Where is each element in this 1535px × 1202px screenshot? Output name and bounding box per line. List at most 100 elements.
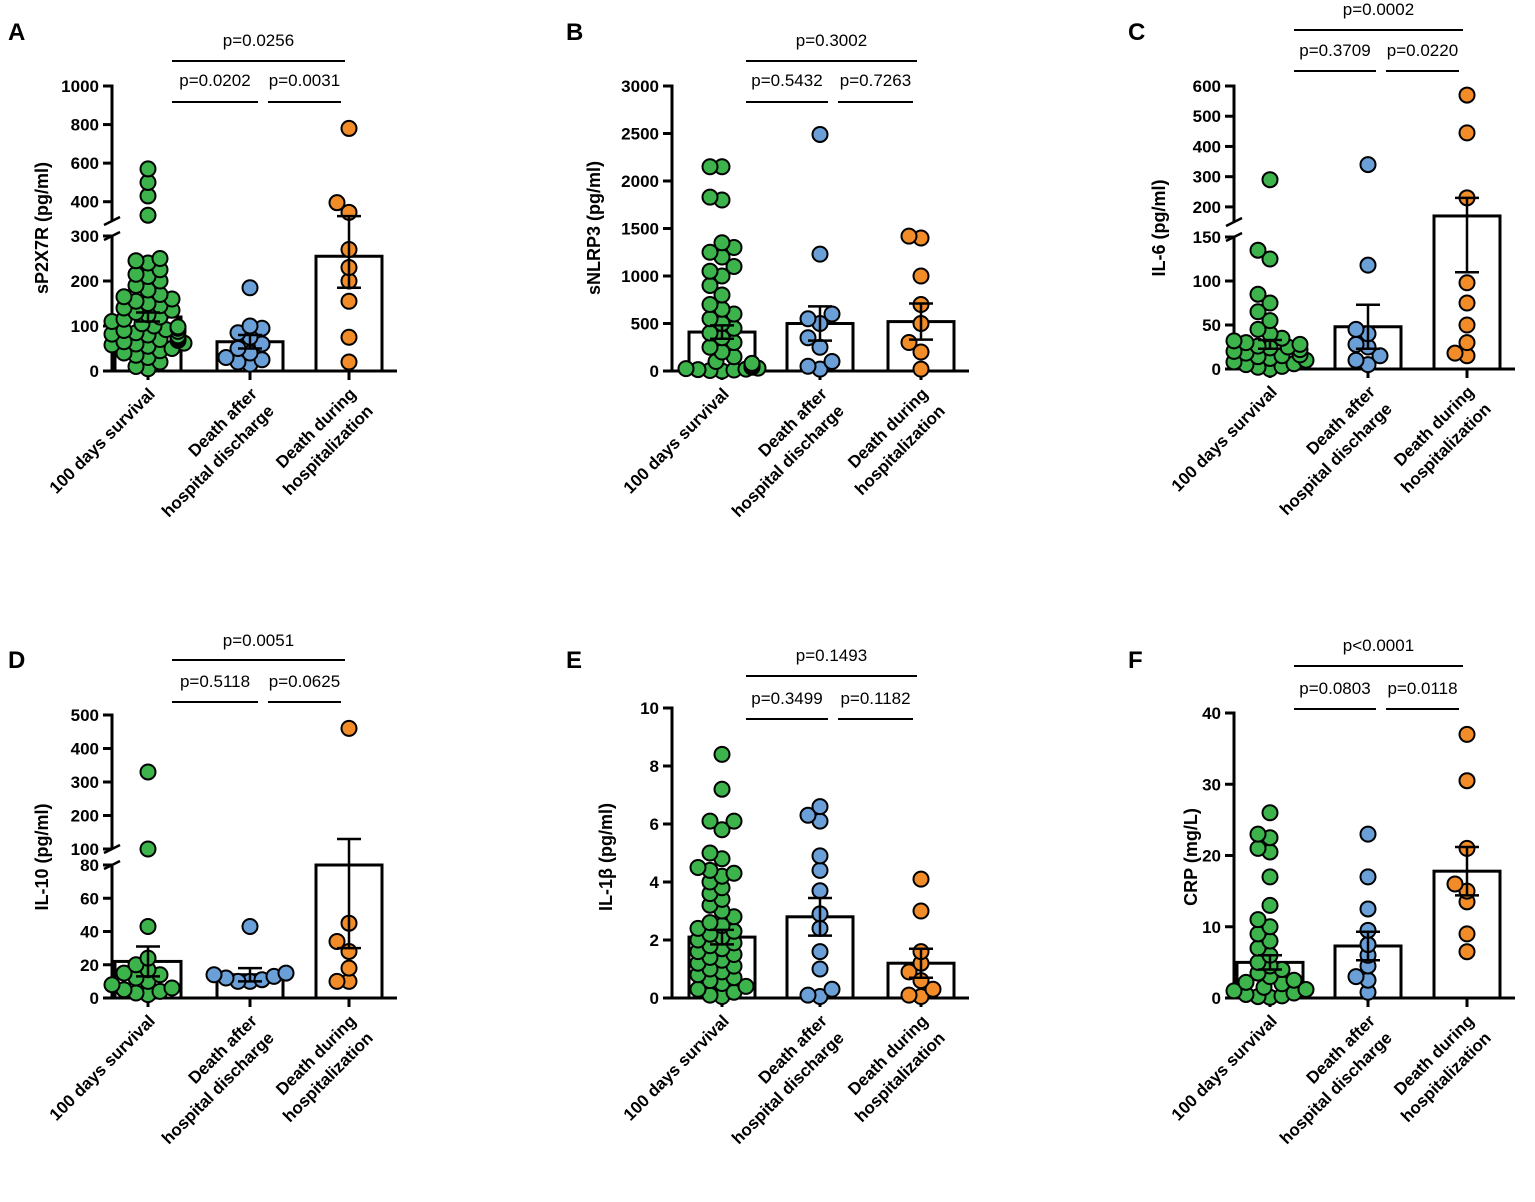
data-point <box>799 986 817 1004</box>
data-point <box>1261 312 1279 330</box>
data-point <box>340 328 358 346</box>
category-label: 100 days survival <box>1168 1011 1281 1124</box>
y-tick-label: 500 <box>631 315 659 334</box>
category-label: 100 days survival <box>620 1011 733 1124</box>
panel-c: C IL-6 (pg/ml) 0 50 100 150 200 300 400 500 600 100… <box>1128 0 1515 519</box>
data-point <box>811 861 829 879</box>
data-point <box>115 964 133 982</box>
y-tick-label: 600 <box>71 154 99 173</box>
p-value-label: p=0.1182 <box>840 689 910 708</box>
data-point <box>340 959 358 977</box>
data-point <box>1458 124 1476 142</box>
data-point <box>689 859 707 876</box>
data-point <box>743 354 761 372</box>
data-point <box>1261 804 1279 822</box>
data-point <box>241 918 259 936</box>
y-tick-label: 3000 <box>621 77 659 96</box>
y-tick-label: 1000 <box>61 77 99 96</box>
p-value-label: p=0.3499 <box>751 689 822 708</box>
category-label: Death duringhospitalization <box>262 384 377 499</box>
category-label-line: 100 days survival <box>1168 1011 1281 1124</box>
category-label: Death afterhospital discharge <box>141 1011 278 1148</box>
data-point <box>1347 320 1365 338</box>
data-point <box>713 234 731 252</box>
data-point <box>811 245 829 263</box>
category-label: Death afterhospital discharge <box>1259 382 1396 519</box>
data-point <box>139 160 157 178</box>
y-tick-label: 150 <box>1193 228 1221 247</box>
data-point <box>912 343 930 361</box>
y-tick-label: 500 <box>1193 107 1221 126</box>
category-label: Death afterhospital discharge <box>711 384 848 521</box>
data-point <box>811 125 829 143</box>
category-label: 100 days survival <box>1168 382 1281 495</box>
p-value-label: p<0.0001 <box>1343 636 1414 655</box>
data-point <box>1458 925 1476 943</box>
data-point <box>1359 868 1377 886</box>
panel-letter: B <box>566 19 583 46</box>
y-tick-label: 40 <box>80 923 99 942</box>
data-point <box>1261 294 1279 312</box>
data-point <box>139 840 157 858</box>
data-point <box>1458 86 1476 104</box>
y-tick-label: 10 <box>1202 918 1221 937</box>
category-label: 100 days survival <box>46 1011 159 1124</box>
panel-letter: C <box>1128 19 1145 46</box>
data-point <box>340 719 358 737</box>
data-point <box>139 763 157 781</box>
y-tick-label: 400 <box>71 193 99 212</box>
category-label: Death duringhospitalization <box>262 1011 377 1126</box>
data-point <box>241 279 259 297</box>
data-point <box>823 980 841 998</box>
data-point <box>1249 825 1267 843</box>
y-tick-label: 600 <box>1193 77 1221 96</box>
data-point <box>1249 241 1267 259</box>
p-value-label: p=0.3002 <box>796 31 867 50</box>
data-point <box>725 864 743 882</box>
data-point <box>1261 171 1279 189</box>
data-point <box>1458 334 1476 352</box>
data-point <box>1285 971 1303 989</box>
data-point <box>811 882 829 900</box>
p-value-label: p=0.0202 <box>179 71 250 90</box>
data-point <box>328 972 346 990</box>
data-point <box>1359 900 1377 918</box>
y-tick-label: 800 <box>71 116 99 135</box>
data-point <box>900 963 918 981</box>
data-point <box>799 806 817 824</box>
data-point <box>1458 772 1476 790</box>
data-point <box>713 745 731 763</box>
y-tick-label: 0 <box>1212 360 1221 379</box>
y-tick-label: 40 <box>1202 704 1221 723</box>
category-label-line: 100 days survival <box>620 1011 733 1124</box>
data-point <box>701 158 719 176</box>
data-point <box>1261 250 1279 268</box>
data-point <box>1261 896 1279 914</box>
data-point <box>277 964 295 982</box>
data-point <box>103 976 121 994</box>
data-point <box>725 258 743 275</box>
y-tick-label: 400 <box>1193 137 1221 156</box>
data-point <box>823 305 841 323</box>
category-label: 100 days survival <box>46 384 159 497</box>
y-tick-label: 300 <box>71 227 99 246</box>
y-tick-label: 0 <box>650 989 659 1008</box>
data-point <box>1446 875 1464 893</box>
y-tick-label: 80 <box>80 856 99 875</box>
p-value-label: p=0.0051 <box>223 631 294 650</box>
y-tick-label: 1500 <box>621 220 659 239</box>
data-point <box>1237 973 1255 991</box>
data-point <box>340 292 358 310</box>
data-point <box>340 353 358 371</box>
panel-letter: D <box>8 647 25 674</box>
y-tick-label: 200 <box>1193 198 1221 217</box>
y-axis-label: sP2X7R (pg/ml) <box>32 162 52 294</box>
y-tick-label: 1000 <box>621 267 659 286</box>
y-tick-label: 0 <box>90 362 99 381</box>
p-value-label: p=0.0220 <box>1387 41 1458 60</box>
y-tick-label: 400 <box>71 740 99 759</box>
data-point <box>701 262 719 280</box>
